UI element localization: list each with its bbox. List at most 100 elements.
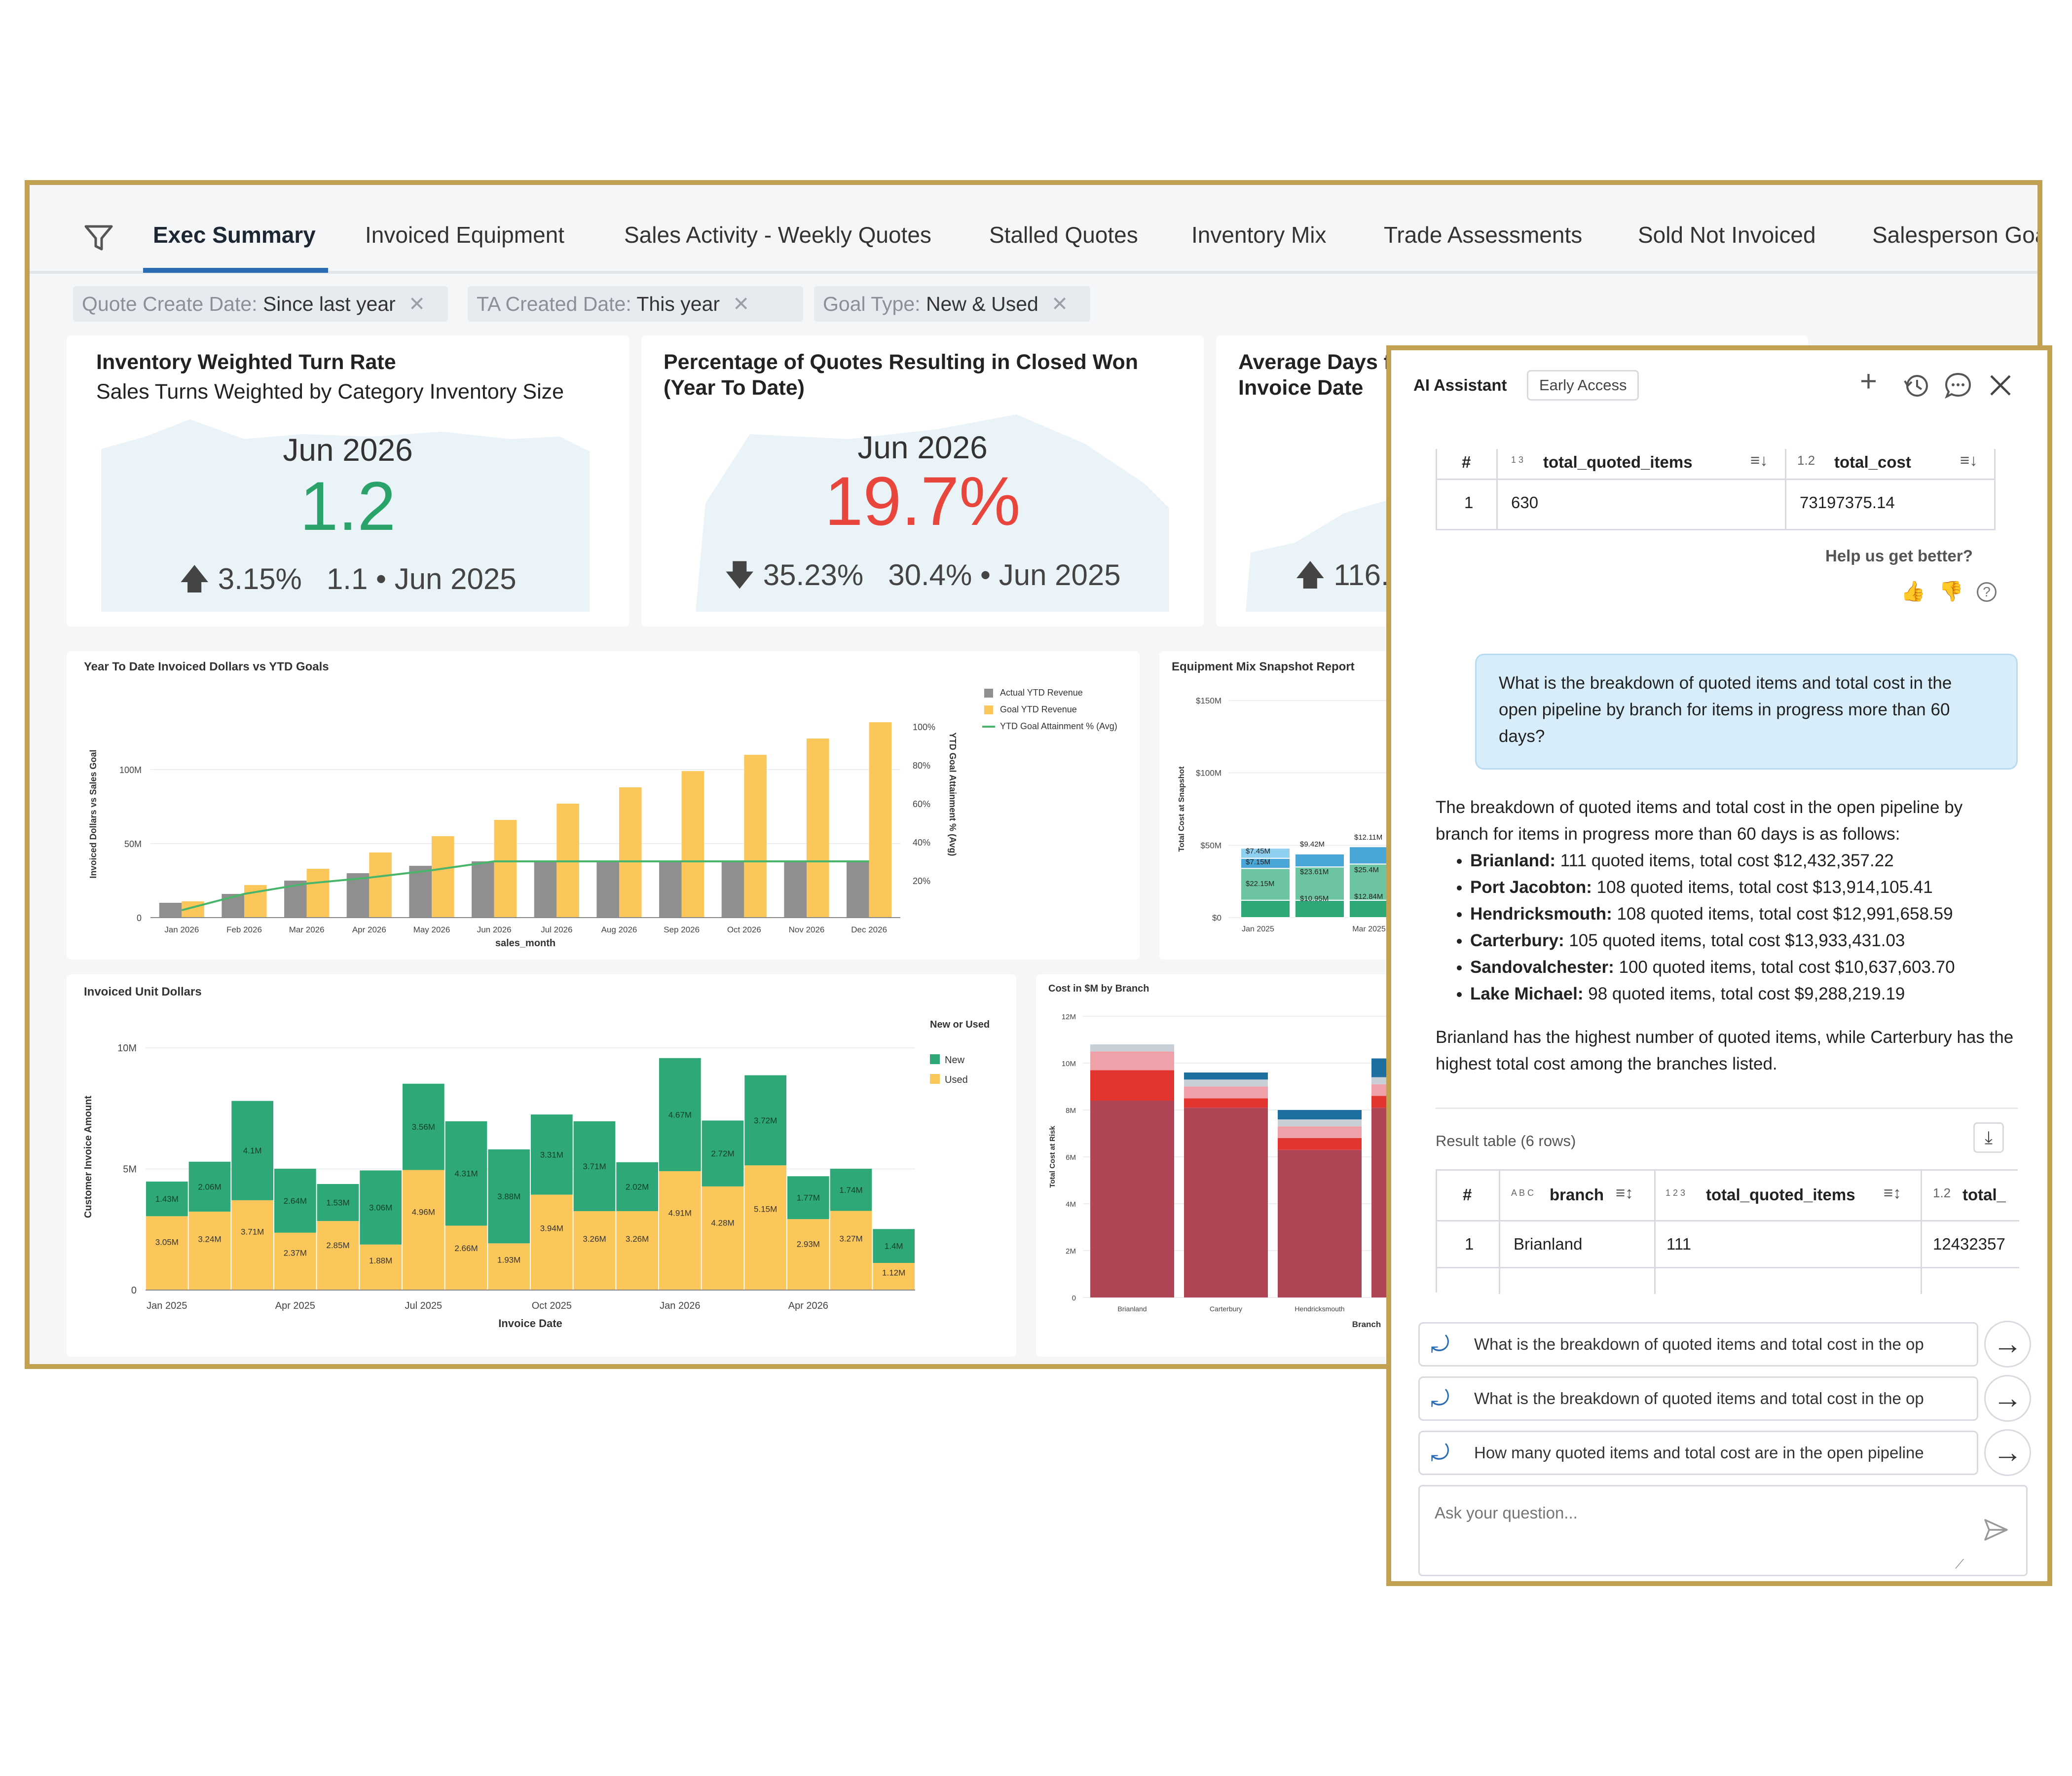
data-label-used: 4.28M [711, 1218, 734, 1227]
filter-icon[interactable] [84, 224, 113, 252]
filter-chip-ta-created-date[interactable]: TA Created Date: This year ✕ [468, 286, 803, 322]
bar-new [403, 1083, 444, 1170]
bar-new [274, 1169, 316, 1233]
y-tick-label: 0 [137, 913, 142, 923]
table-cell: 73197375.14 [1800, 493, 1895, 512]
plus-icon[interactable]: + [1860, 365, 1878, 398]
data-label: $23.61M [1300, 868, 1329, 876]
column-header[interactable]: total_quoted_items [1706, 1185, 1855, 1204]
data-label: $22.15M [1246, 880, 1274, 888]
close-icon[interactable]: ✕ [733, 293, 750, 315]
filter-chip-quote-create-date[interactable]: Quote Create Date: Since last year ✕ [73, 286, 448, 322]
data-label-used: 3.26M [626, 1234, 649, 1244]
data-label-new: 4.31M [454, 1169, 478, 1179]
tab-sales-activity[interactable]: Sales Activity - Weekly Quotes [624, 222, 931, 248]
history-icon[interactable] [1902, 371, 1930, 400]
sort-icon[interactable]: ≡↕ [1884, 1184, 1901, 1202]
suggestion-item[interactable]: ⤾ What is the breakdown of quoted items a… [1418, 1322, 1978, 1367]
answer-list: Brianland: 111 quoted items, total cost … [1436, 848, 2018, 1007]
close-icon[interactable]: ✕ [408, 293, 426, 315]
data-label-new: 1.4M [885, 1242, 903, 1251]
bar-segment [1184, 1086, 1268, 1099]
legend-title: New or Used [930, 1019, 990, 1030]
data-label-used: 5.15M [754, 1205, 777, 1214]
suggestion-item[interactable]: ⤾ How many quoted items and total cost ar… [1418, 1431, 1978, 1475]
data-label: $25.4M [1354, 866, 1379, 874]
x-tick-label: Jan 2025 [1242, 925, 1274, 933]
bar-segment [1278, 1138, 1362, 1150]
bar-used [659, 1171, 701, 1290]
y2-tick-label: 20% [913, 876, 930, 886]
column-header[interactable]: total_ [1962, 1185, 2006, 1204]
tab-inventory-mix[interactable]: Inventory Mix [1191, 222, 1327, 248]
column-header[interactable]: branch [1550, 1185, 1604, 1204]
suggestion-item[interactable]: ⤾ What is the breakdown of quoted items a… [1418, 1376, 1978, 1421]
y-tick-label: 8M [1066, 1107, 1076, 1115]
thumbs-up-icon[interactable]: 👍 [1901, 581, 1925, 602]
bar-used [146, 1216, 188, 1290]
data-label-new: 2.02M [626, 1182, 649, 1191]
tab-trade-assessments[interactable]: Trade Assessments [1384, 222, 1583, 248]
x-tick-label: Aug 2026 [601, 925, 637, 934]
data-label-used: 2.85M [326, 1241, 349, 1250]
bar-goal [681, 771, 704, 918]
kpi-title: Inventory Weighted Turn Rate [96, 350, 396, 374]
bar-actual [409, 866, 432, 918]
table-cell: 111 [1666, 1235, 1692, 1253]
filter-chip-goal-type[interactable]: Goal Type: New & Used ✕ [814, 286, 1090, 322]
tab-exec-summary[interactable]: Exec Summary [153, 222, 316, 248]
bar-segment [1090, 1070, 1174, 1101]
data-label-new: 4.1M [243, 1146, 262, 1155]
send-icon[interactable] [1982, 1516, 2010, 1544]
bar-segment [1295, 853, 1345, 868]
column-header[interactable]: total_quoted_items [1543, 453, 1693, 471]
data-label-new: 3.06M [369, 1203, 392, 1213]
sort-icon[interactable]: ≡↓ [1750, 451, 1768, 469]
invoiced-unit-dollars-chart: 0 5M 10M 3.05M 1.43M 3.24M 2.06M 3.71M 4.1M 2.37M… [83, 1019, 990, 1330]
x-tick-label: Nov 2026 [789, 925, 825, 934]
help-icon[interactable]: ? [1977, 582, 1997, 602]
data-label-used: 3.05M [155, 1238, 179, 1247]
y2-tick-label: 100% [913, 722, 935, 732]
kpi-card-closed-won: Percentage of Quotes Resulting in Closed… [641, 335, 1204, 627]
kpi-title: Percentage of Quotes Resulting in Closed… [664, 350, 1139, 374]
chart-card-ytd-invoiced: Year To Date Invoiced Dollars vs YTD Goa… [67, 651, 1140, 960]
table-cell: 1 [1464, 493, 1474, 512]
column-header[interactable]: total_cost [1834, 453, 1911, 471]
resize-handle-icon[interactable]: ⟋ [1955, 1556, 1964, 1571]
bar-new [317, 1184, 359, 1221]
bar-new [873, 1229, 915, 1263]
bar-used [573, 1211, 616, 1290]
numeric-type-icon: 1 2 3 [1665, 1188, 1686, 1198]
thumbs-down-icon[interactable]: 👎 [1939, 581, 1963, 602]
divider [1436, 1108, 2018, 1109]
tab-invoiced-equipment[interactable]: Invoiced Equipment [365, 222, 565, 248]
send-suggestion-button[interactable]: → [1984, 1375, 2031, 1422]
chat-icon[interactable] [1944, 371, 1972, 400]
chart-title: Cost in $M by Branch [1048, 983, 1149, 994]
download-icon[interactable]: ⤓ [1973, 1122, 2004, 1153]
tab-sold-not-invoiced[interactable]: Sold Not Invoiced [1638, 222, 1816, 248]
bar-segment [1240, 868, 1291, 901]
close-icon[interactable]: ✕ [1051, 293, 1069, 315]
bar-used [873, 1263, 915, 1290]
tab-stalled-quotes[interactable]: Stalled Quotes [989, 222, 1138, 248]
data-label: $7.15M [1246, 858, 1270, 866]
feedback-prompt: Help us get better? [1825, 547, 1973, 565]
y-axis-label: Total Cost at Risk [1048, 1126, 1057, 1188]
sort-icon[interactable]: ≡↕ [1616, 1184, 1633, 1202]
legend-swatch [930, 1054, 940, 1064]
x-tick-label: Oct 2026 [727, 925, 761, 934]
x-axis-label: sales_month [495, 938, 555, 949]
kpi-period: Jun 2026 [857, 430, 988, 465]
send-suggestion-button[interactable]: → [1984, 1429, 2031, 1476]
x-tick-label: Jan 2026 [660, 1300, 700, 1311]
send-suggestion-button[interactable]: → [1984, 1321, 2031, 1368]
question-input[interactable] [1435, 1504, 1953, 1563]
data-label-new: 3.88M [497, 1192, 520, 1201]
bar-new [531, 1114, 573, 1195]
close-icon[interactable] [1988, 373, 2013, 398]
tab-salesperson-goals[interactable]: Salesperson Goa [1872, 222, 2042, 248]
sort-icon[interactable]: ≡↓ [1960, 451, 1978, 469]
y-tick-label: 4M [1066, 1200, 1076, 1209]
